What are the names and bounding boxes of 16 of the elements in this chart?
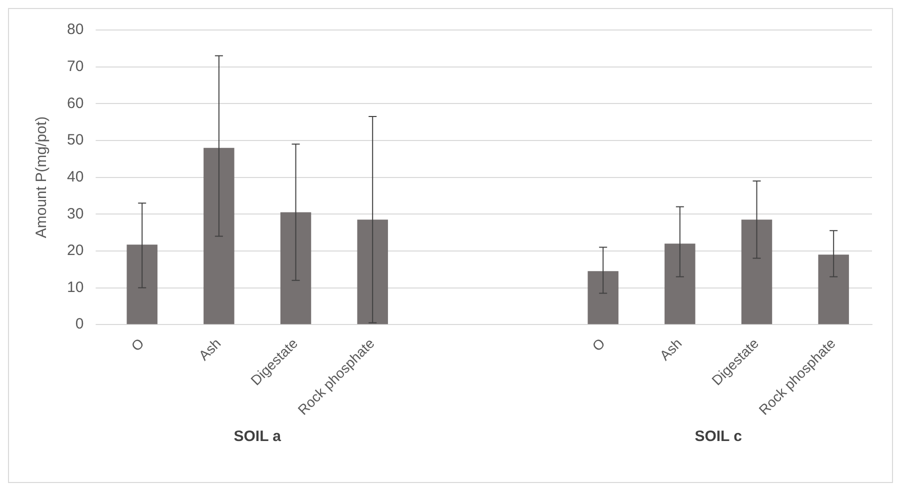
y-tick-label: 80: [66, 21, 84, 38]
y-tick-label: 60: [66, 94, 84, 112]
text: SOIL c: [694, 428, 742, 445]
x-tick-label: O: [588, 334, 608, 354]
y-tick-label: 50: [66, 132, 84, 149]
x-tick-label: Ash: [656, 335, 685, 364]
y-tick-label: 40: [66, 168, 84, 186]
text: SOIL a: [234, 428, 282, 445]
y-tick-label: 70: [66, 58, 84, 75]
x-tick-label: Ash: [195, 335, 224, 364]
y-tick-label: 10: [66, 278, 84, 296]
y-tick-label: 20: [66, 242, 84, 260]
y-tick-label: 30: [66, 205, 84, 222]
y-tick-label: 0: [75, 316, 84, 333]
y-axis-title: Amount P(mg/pot): [33, 116, 50, 238]
x-tick-label: O: [128, 334, 148, 354]
